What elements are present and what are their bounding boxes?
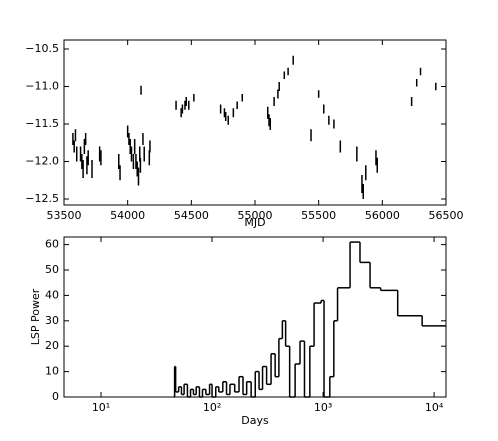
x-tick-label: 54500 [174,209,209,222]
axes-frame [63,39,447,206]
y-tick-label: 10 [45,365,59,378]
y-tick-label: 20 [45,339,59,352]
x-tick-label: 53500 [47,209,82,222]
x-tick-label: 55500 [301,209,336,222]
y-tick-label: −10.5 [25,42,59,55]
x-tick-label: 56000 [365,209,400,222]
x-tick-label: 10¹ [92,401,110,414]
y-tick-label: −12.0 [25,155,59,168]
x-tick-label: 10³ [314,401,332,414]
y-tick-label: 40 [45,288,59,301]
y-tick-label: 60 [45,238,59,251]
x-tick-label: 10⁴ [425,401,444,414]
y-tick-label: 30 [45,314,59,327]
y-tick-label: 50 [45,263,59,276]
y-tick-label: −12.5 [25,192,59,205]
y-tick-label: −11.0 [25,80,59,93]
x-tick-label: 10² [203,401,221,414]
x-tick-label: 54000 [110,209,145,222]
y-tick-label: −11.5 [25,117,59,130]
y-axis-label: LSP Power [29,288,42,345]
x-axis-label: Days [241,414,269,427]
y-tick-label: 0 [52,390,59,403]
x-tick-label: 55000 [238,209,273,222]
x-tick-label: 56500 [429,209,464,222]
x-axis-label: MJD [244,216,265,229]
